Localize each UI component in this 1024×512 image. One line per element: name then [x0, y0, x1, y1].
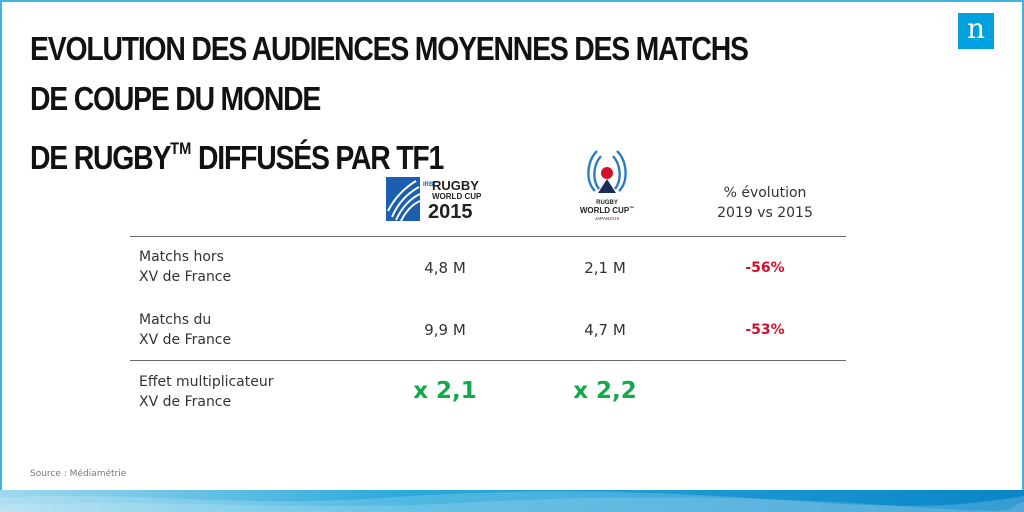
title-line-2: de RugbyTM diffusés par TF1 [30, 124, 787, 183]
rwc2019-japan-label: JAPAN [595, 216, 609, 221]
title-line-1: Evolution des audiences moyennes des mat… [30, 30, 749, 117]
title-line-2-suffix: diffusés par TF1 [191, 139, 444, 176]
rwc2019-worldcup-text: WORLD CUP™ [580, 206, 634, 215]
rwc2015-worldcup-text: WORLD CUP [432, 192, 482, 201]
source-note: Source : Médiamétrie [30, 469, 127, 479]
row-label-matchs-du: Matchs du XV de France [139, 310, 339, 350]
rwc2015-irb-text: IRB [423, 182, 434, 188]
row-2-label-line-2: XV de France [139, 332, 232, 348]
rwc2019-trophy-arcs [587, 150, 627, 192]
evolution-column-header: % évolution 2019 vs 2015 [700, 183, 830, 223]
rwc2019-japan-year: 2019 [609, 216, 620, 221]
rwc2019-worldcup-label: WORLD CUP [580, 206, 630, 215]
rwc2015-year-text: 2015 [428, 201, 473, 221]
rugby-world-cup-2019-logo: RUGBY WORLD CUP™ JAPAN2019 [580, 150, 634, 221]
row-label-effet-multiplicateur: Effet multiplicateur XV de France [139, 372, 339, 412]
table-cell-2015-row-1: 4,8 M [424, 259, 466, 277]
rwc2015-rugby-text: RUGBY [432, 178, 479, 193]
row-label-matchs-hors: Matchs hors XV de France [139, 247, 339, 287]
trademark-mark: TM [170, 139, 192, 158]
row-2-label-line-1: Matchs du [139, 312, 212, 328]
row-1-label-line-2: XV de France [139, 269, 232, 285]
brand-logo-letter: n [966, 12, 986, 45]
rwc2019-mountain [598, 179, 616, 193]
header-divider [130, 236, 846, 237]
brand-logo: n [958, 13, 994, 49]
row-3-label-line-2: XV de France [139, 394, 232, 410]
rugby-world-cup-2015-logo: IRB RUGBY WORLD CUP 2015 [386, 177, 482, 221]
total-divider [130, 360, 846, 361]
rwc2019-sun [601, 167, 613, 179]
multiplier-2015: x 2,1 [413, 378, 477, 404]
table-cell-2019-row-2: 4,7 M [584, 321, 626, 339]
evolution-header-line-1: % évolution [723, 185, 807, 201]
table-cell-evolution-row-1: -56% [745, 260, 785, 276]
evolution-header-line-2: 2019 vs 2015 [717, 205, 813, 221]
rwc2015-globe-stripes [387, 180, 421, 221]
multiplier-2019: x 2,2 [573, 378, 637, 404]
decorative-wave-band [0, 490, 1024, 512]
slide-title: Evolution des audiences moyennes des mat… [30, 24, 787, 183]
title-line-2-prefix: de Rugby [30, 139, 171, 176]
row-3-label-line-1: Effet multiplicateur [139, 374, 274, 390]
rwc2019-japan-text: JAPAN2019 [595, 216, 620, 221]
rwc2019-trademark: ™ [629, 206, 634, 212]
table-cell-2019-row-1: 2,1 M [584, 259, 626, 277]
table-cell-evolution-row-2: -53% [745, 322, 785, 338]
table-cell-2015-row-2: 9,9 M [424, 321, 466, 339]
rwc2019-rugby-text: RUGBY [596, 200, 618, 206]
row-1-label-line-1: Matchs hors [139, 249, 224, 265]
